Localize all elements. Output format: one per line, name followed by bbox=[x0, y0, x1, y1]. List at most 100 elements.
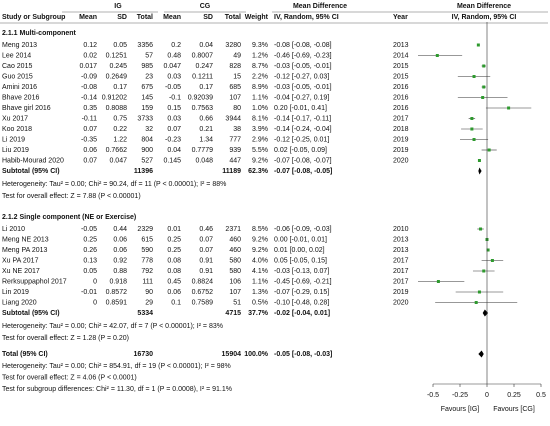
cell: -0.08 [-0.08, -0.08] bbox=[274, 42, 332, 49]
estimate-square bbox=[435, 54, 439, 57]
cell: -0.05 bbox=[165, 84, 181, 91]
cell: 49 bbox=[233, 52, 241, 59]
header-study: Study or Subgroup bbox=[2, 14, 65, 21]
cell: 2.9% bbox=[252, 136, 268, 143]
x-tick-label: 0.5 bbox=[536, 392, 546, 399]
cell: 0.00 [-0.01, 0.01] bbox=[274, 236, 327, 243]
header-column: Weight bbox=[245, 14, 269, 21]
cell: 0.02 [-0.05, 0.09] bbox=[274, 147, 327, 154]
cell: 2013 bbox=[393, 247, 409, 254]
cell: 0.245 bbox=[109, 63, 127, 70]
cell: 804 bbox=[141, 136, 153, 143]
study-name: Liang 2020 bbox=[2, 299, 37, 306]
note: Heterogeneity: Tau² = 0.00; Chi² = 90.24… bbox=[2, 181, 226, 188]
cell: 57 bbox=[145, 52, 153, 59]
study-name: Rerksuppaphol 2017 bbox=[2, 278, 67, 285]
cell: 0.07 bbox=[167, 126, 181, 133]
cell: 0.22 bbox=[113, 126, 127, 133]
study-name: Amini 2016 bbox=[2, 84, 37, 91]
cell: 90 bbox=[145, 289, 153, 296]
cell: -0.08 bbox=[81, 84, 97, 91]
estimate-square bbox=[507, 106, 511, 110]
cell: -0.01 bbox=[81, 289, 97, 296]
cell: 0.66 bbox=[199, 115, 213, 122]
cell: 777 bbox=[229, 136, 241, 143]
cell: 0.1211 bbox=[192, 73, 213, 80]
cell: 0.5% bbox=[252, 299, 268, 306]
cell: 2017 bbox=[393, 278, 409, 285]
cell: 2017 bbox=[393, 268, 409, 275]
group-title: 2.1.2 Single component (NE or Exercise) bbox=[2, 214, 136, 221]
cell: 0.06 bbox=[83, 147, 97, 154]
cell: 15904 bbox=[222, 351, 242, 358]
study-name: Meng NE 2013 bbox=[2, 236, 49, 243]
cell: 0.17 bbox=[199, 84, 213, 91]
cell: -0.23 bbox=[165, 136, 181, 143]
cell: -0.12 [-0.25, 0.01] bbox=[274, 136, 329, 143]
study-name: Meng PA 2013 bbox=[2, 247, 48, 254]
cell: 2017 bbox=[393, 257, 409, 264]
cell: -0.45 [-0.69, -0.21] bbox=[274, 278, 332, 285]
cell: 0.92039 bbox=[188, 94, 213, 101]
cell: 675 bbox=[141, 84, 153, 91]
cell: 0.12 bbox=[83, 42, 97, 49]
cell: 939 bbox=[229, 147, 241, 154]
cell: 51 bbox=[233, 299, 241, 306]
cell: 8.9% bbox=[252, 84, 268, 91]
cell: 0.05 bbox=[113, 42, 127, 49]
cell: 2010 bbox=[393, 226, 409, 233]
cell: -0.04 [-0.27, 0.19] bbox=[274, 94, 329, 101]
cell: -0.09 bbox=[81, 73, 97, 80]
header-ig: IG bbox=[114, 3, 122, 10]
cell: -0.35 bbox=[81, 136, 97, 143]
cell: 2013 bbox=[393, 236, 409, 243]
cell: 0.17 bbox=[113, 84, 127, 91]
cell: 2016 bbox=[393, 94, 409, 101]
study-name: Koo 2018 bbox=[2, 126, 32, 133]
estimate-square bbox=[490, 259, 494, 262]
cell: -0.1 bbox=[169, 94, 181, 101]
cell: 5334 bbox=[137, 310, 153, 317]
cell: 0.918 bbox=[109, 278, 127, 285]
estimate-square bbox=[477, 290, 481, 294]
cell: 0.03 bbox=[167, 73, 181, 80]
study-name: Lee 2014 bbox=[2, 52, 31, 59]
cell: 2016 bbox=[393, 105, 409, 112]
cell: 900 bbox=[141, 147, 153, 154]
cell: 0.047 bbox=[163, 63, 181, 70]
cell: 2016 bbox=[393, 84, 409, 91]
cell: 0.20 [-0.01, 0.41] bbox=[274, 105, 327, 112]
cell: 2019 bbox=[393, 289, 409, 296]
cell: 0.01 bbox=[167, 226, 181, 233]
cell: 0.06 bbox=[113, 236, 127, 243]
cell: 2371 bbox=[225, 226, 241, 233]
cell: 1.1% bbox=[252, 278, 268, 285]
cell: -0.14 bbox=[81, 94, 97, 101]
study-name: Bhave 2016 bbox=[2, 94, 39, 101]
cell: 0.2 bbox=[171, 42, 181, 49]
cell: 580 bbox=[229, 268, 241, 275]
cell: 2019 bbox=[393, 147, 409, 154]
group-title: 2.1.1 Multi-component bbox=[2, 30, 77, 37]
summary-diamond bbox=[482, 309, 489, 317]
cell: 2017 bbox=[393, 115, 409, 122]
cell: 0.8591 bbox=[106, 299, 128, 306]
cell: 8.7% bbox=[252, 63, 268, 70]
cell: 0.8088 bbox=[106, 105, 128, 112]
cell: -0.10 [-0.48, 0.28] bbox=[274, 299, 329, 306]
cell: 0.46 bbox=[199, 226, 213, 233]
study-name: Xu PA 2017 bbox=[2, 257, 39, 264]
header-column: SD bbox=[203, 14, 213, 21]
cell: 580 bbox=[229, 257, 241, 264]
cell: 460 bbox=[229, 247, 241, 254]
cell: 3356 bbox=[137, 42, 153, 49]
estimate-square bbox=[472, 138, 476, 141]
cell: 16730 bbox=[134, 351, 154, 358]
note: Test for overall effect: Z = 7.88 (P < 0… bbox=[2, 193, 141, 200]
cell: 100.0% bbox=[244, 351, 269, 358]
estimate-square bbox=[487, 148, 491, 152]
note: Test for subgroup differences: Chi² = 11… bbox=[2, 386, 232, 393]
cell: 0.48 bbox=[167, 52, 181, 59]
x-tick-label: -0.25 bbox=[452, 392, 468, 399]
cell: 2.2% bbox=[252, 73, 268, 80]
